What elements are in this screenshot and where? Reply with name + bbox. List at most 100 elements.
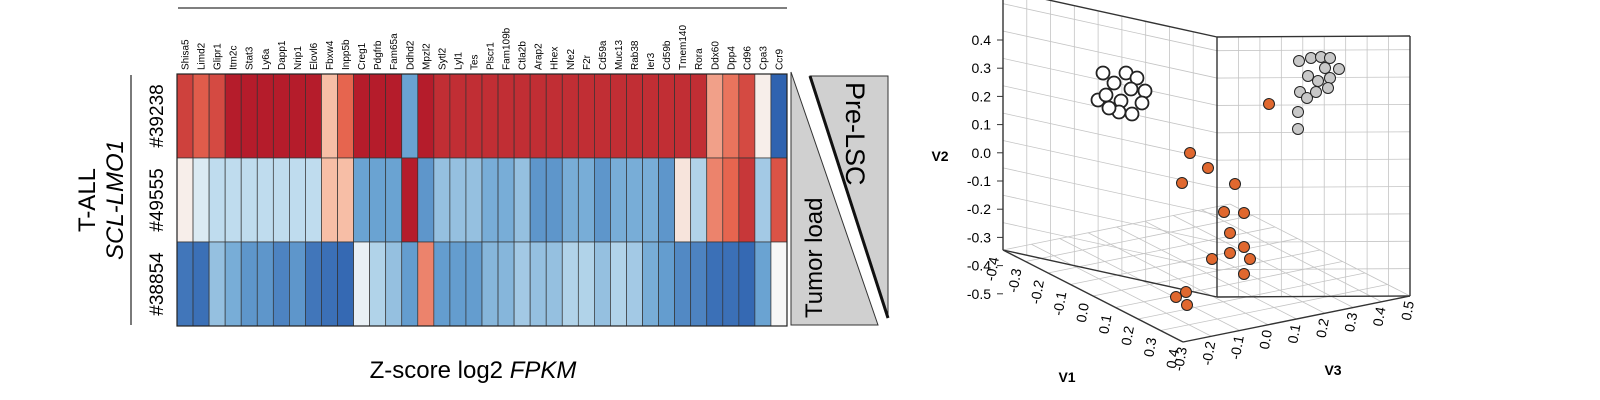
gene-label: Elovl6 (309, 42, 320, 70)
scatter-point (1180, 286, 1192, 298)
heatmap-cell (449, 241, 467, 327)
heatmap-cell (449, 157, 467, 243)
heatmap-cell (289, 157, 306, 243)
heatmap-cell (577, 241, 595, 327)
heatmap-cell (706, 157, 724, 243)
heatmap-cell (722, 241, 740, 327)
heatmap-cell (224, 157, 242, 243)
gene-label: Itm2c (229, 46, 240, 70)
heatmap-cell (321, 73, 338, 159)
gene-label: Rora (694, 48, 705, 70)
z-tick-label: 0.0 (972, 145, 992, 161)
x-tick-label: 0.4 (1163, 348, 1182, 370)
scatter-ticks: 0.40.30.20.10.0-0.1-0.2-0.3-0.4-0.5-0.4-… (967, 32, 1417, 372)
heatmap-cell (369, 241, 387, 327)
scatter-point (1206, 253, 1218, 265)
gene-label: Cd59a (598, 40, 609, 70)
scatter-point (1238, 207, 1250, 219)
wall-gridline (1216, 104, 1411, 106)
heatmap-cell (417, 157, 435, 243)
scatter-points (1090, 51, 1345, 311)
heatmap-cell (513, 157, 531, 243)
wall-gridline (1002, 112, 1218, 161)
heatmap-cell (401, 241, 419, 327)
scatter-point (1184, 147, 1196, 159)
x-tick-label: 0.0 (1073, 302, 1092, 324)
heatmap-cell (626, 157, 643, 243)
wall-gridline (1216, 158, 1411, 161)
sample-label: #49555 (147, 168, 168, 231)
heatmap-cell (449, 73, 467, 159)
heatmap-cell (561, 157, 579, 243)
scatter-point (1106, 75, 1122, 91)
heatmap-cell (610, 157, 627, 243)
z-tick-label: 0.2 (972, 88, 992, 104)
heatmap-panel: Shisa5 Limd2 Glipr1 Itm2c Stat3 Ly6a Dapp1 Nrip… (74, 7, 890, 384)
gene-label: Nfe2 (566, 48, 577, 70)
heatmap-cell (658, 157, 675, 243)
heatmap-cell (577, 73, 595, 159)
heatmap-cell (706, 241, 724, 327)
heatmap-cell (770, 73, 788, 159)
heatmap-cell (481, 241, 499, 327)
heatmap-cell (610, 241, 627, 327)
z-tick-label: 0.4 (972, 32, 992, 48)
scatter-point (1134, 95, 1150, 111)
sample-label: #39238 (147, 84, 168, 147)
gene-label: Fam109b (502, 27, 513, 70)
heatmap-cell (674, 73, 692, 159)
axis-label-v2: V2 (931, 148, 948, 164)
scatter-frame (1002, 0, 1411, 343)
gene-label: Tes (469, 54, 480, 70)
heatmap-cell (754, 157, 772, 243)
heatmap-cell (465, 73, 483, 159)
heatmap-cell (176, 157, 194, 243)
z-tick-label: -0.5 (967, 286, 991, 302)
frame-edge (1045, 0, 1218, 38)
floor-gridline (1144, 220, 1326, 314)
scatter-point (1312, 75, 1324, 87)
heatmap-cell (208, 241, 226, 327)
axis-label-v3: V3 (1324, 362, 1341, 378)
scatter-point (1301, 92, 1313, 104)
heatmap-cell (272, 241, 290, 327)
scatter-point (1302, 70, 1314, 82)
heatmap-cell (690, 157, 708, 243)
sample-label: #38854 (147, 252, 168, 316)
heatmap-cell (738, 241, 756, 327)
scatter-point (1322, 82, 1334, 94)
heatmap-cell (674, 241, 692, 327)
frame-edge (1002, 249, 1184, 343)
wall-gridline (1002, 222, 1218, 271)
scatter-point (1176, 177, 1188, 189)
gene-label: Plscr1 (486, 42, 497, 70)
heatmap-cell (465, 241, 483, 327)
gene-label: Cpa3 (758, 46, 769, 70)
floor-gridline (1059, 238, 1240, 331)
heatmap-cell (337, 157, 354, 243)
gene-label: Glipr1 (213, 43, 224, 70)
heatmap-cell (577, 157, 595, 243)
gene-label: Shisa5 (181, 39, 192, 70)
scatter-point (1098, 87, 1114, 103)
heatmap-cell (369, 73, 387, 159)
x-tick-label: -0.2 (1027, 279, 1047, 306)
scatter-point (1218, 206, 1230, 218)
y-tick-label: -0.3 (1170, 346, 1190, 373)
scatter-point (1244, 253, 1256, 265)
heatmap-cell (289, 73, 306, 159)
gene-label: Creg1 (357, 42, 368, 70)
wall-gridline (1002, 167, 1218, 216)
heatmap-cell (545, 157, 563, 243)
heatmap-cell (433, 241, 451, 327)
heatmap-cell (738, 73, 756, 159)
gene-label: Mpzl2 (421, 43, 432, 70)
gene-label: Fbxw4 (325, 40, 336, 70)
x-tick-label: 0.2 (1118, 325, 1137, 347)
scatter-point (1238, 241, 1250, 253)
scatter-point (1202, 162, 1214, 174)
heatmap-cell (305, 73, 322, 159)
scatter-point (1170, 291, 1182, 303)
gene-labels: Shisa5 Limd2 Glipr1 Itm2c Stat3 Ly6a Dapp1 Nrip… (181, 25, 786, 70)
